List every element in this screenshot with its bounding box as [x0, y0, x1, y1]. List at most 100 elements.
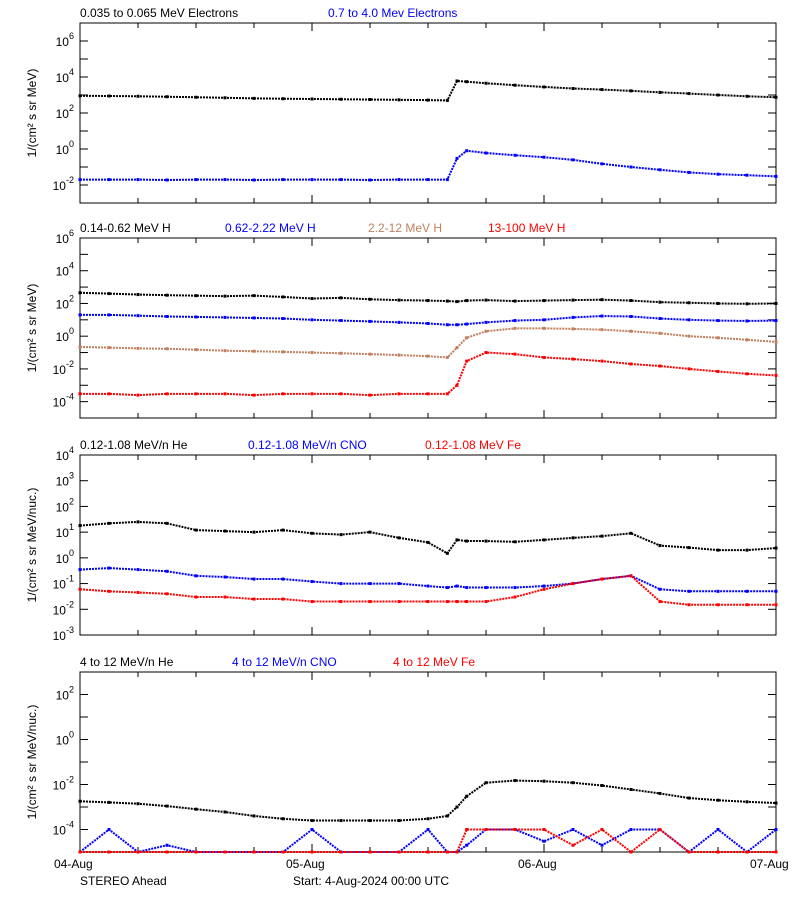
data-point [629, 531, 633, 535]
data-point [455, 584, 459, 588]
data-point [716, 93, 720, 97]
data-point [513, 352, 517, 356]
data-point [687, 170, 691, 174]
data-point [223, 575, 227, 579]
data-point [165, 95, 169, 99]
data-point [687, 301, 691, 305]
data-point [281, 528, 285, 532]
data-point [687, 546, 691, 550]
legend-entry: 4 to 12 MeV Fe [393, 655, 475, 669]
data-point [223, 529, 227, 533]
data-point [774, 174, 778, 178]
data-point [339, 533, 343, 537]
data-point [455, 805, 459, 809]
data-point [716, 798, 720, 802]
data-point [223, 294, 227, 298]
data-point [465, 600, 469, 604]
data-point [368, 819, 372, 823]
data-point [281, 178, 285, 182]
data-point [513, 83, 517, 87]
data-point [455, 538, 459, 542]
series [78, 313, 778, 327]
y-tick-label: 102 [56, 293, 74, 311]
data-point [484, 298, 488, 302]
data-point [774, 95, 778, 99]
data-point [542, 318, 546, 322]
data-point [445, 98, 449, 102]
data-point [223, 178, 227, 182]
data-point [281, 317, 285, 321]
data-point [339, 819, 343, 823]
data-point [426, 178, 430, 182]
y-tick-label: 102 [56, 685, 74, 703]
data-point [165, 347, 169, 351]
data-point [745, 603, 749, 607]
data-point [78, 291, 82, 295]
data-point [78, 568, 82, 572]
data-point [687, 850, 691, 854]
data-point [252, 577, 256, 581]
data-point [223, 850, 227, 854]
data-point [78, 313, 82, 317]
data-point [223, 96, 227, 100]
data-point [542, 828, 546, 831]
data-point [252, 530, 256, 534]
data-point [310, 318, 314, 322]
data-point [465, 322, 469, 326]
data-point [339, 296, 343, 300]
x-tick-label: 04-Aug [54, 857, 93, 871]
y-tick-label: 101 [56, 522, 74, 540]
data-point [426, 392, 430, 396]
plot-frame [79, 22, 777, 204]
data-point [513, 586, 517, 590]
data-point [484, 600, 488, 604]
series [78, 326, 778, 359]
data-point [426, 828, 430, 831]
data-point [78, 850, 82, 854]
legend-entry: 4 to 12 MeV/n He [80, 655, 174, 669]
data-point [368, 393, 372, 397]
data-point [571, 357, 575, 361]
y-axis-label: 1/(cm² s sr MeV) [25, 69, 39, 158]
data-point [716, 603, 720, 607]
data-point [600, 828, 604, 831]
data-point [745, 319, 749, 323]
data-point [571, 781, 575, 785]
data-point [513, 326, 517, 330]
data-point [165, 850, 169, 854]
data-point [455, 323, 459, 327]
data-point [513, 153, 517, 157]
data-point [107, 566, 111, 570]
data-point [658, 331, 662, 335]
data-point [542, 155, 546, 159]
x-tick-label: 05-Aug [286, 857, 325, 871]
data-point [445, 586, 449, 590]
data-point [513, 595, 517, 599]
data-point [194, 595, 198, 599]
data-point [281, 597, 285, 601]
data-point [252, 850, 256, 854]
data-point [78, 392, 82, 396]
data-point [78, 799, 82, 803]
legend-entry: 0.62-2.22 MeV H [225, 221, 316, 235]
data-point [455, 346, 459, 350]
data-point [745, 94, 749, 98]
data-point [368, 850, 372, 854]
data-point [658, 168, 662, 172]
data-point [310, 178, 314, 182]
data-point [687, 92, 691, 96]
data-point [774, 603, 778, 607]
series-line [79, 520, 777, 555]
data-point [465, 336, 469, 340]
data-point [542, 85, 546, 89]
data-point [223, 392, 227, 396]
data-point [716, 336, 720, 340]
data-point [310, 600, 314, 604]
data-point [455, 850, 459, 854]
plot-frame [79, 671, 777, 853]
data-point [571, 315, 575, 319]
data-point [223, 595, 227, 599]
data-point [445, 600, 449, 604]
data-point [658, 317, 662, 321]
